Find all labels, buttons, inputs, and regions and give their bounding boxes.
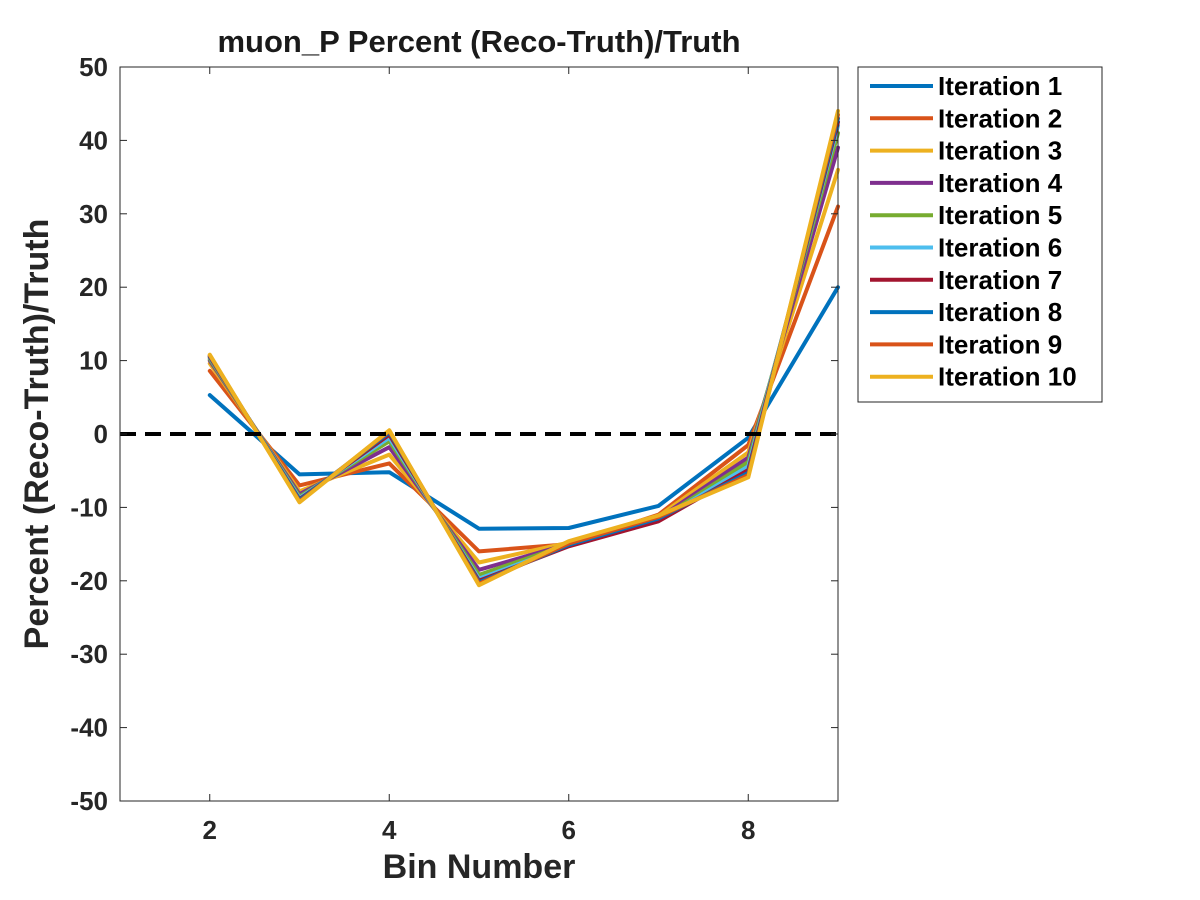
y-tick-label: -50 <box>70 786 108 816</box>
y-tick-label: 10 <box>79 346 108 376</box>
y-tick-label: -30 <box>70 639 108 669</box>
tick-layer: -50 -40 -30 -20 -10 0 10 20 30 40 50 2 4 6 8 <box>70 52 838 845</box>
y-tick-label: 50 <box>79 52 108 82</box>
y-tick-label: -40 <box>70 713 108 743</box>
series-line-iteration-10 <box>207 109 840 588</box>
chart-title: muon_P Percent (Reco-Truth)/Truth <box>217 24 740 59</box>
x-tick-label: 2 <box>203 815 217 845</box>
series-line-iteration-1 <box>207 285 840 531</box>
y-tick-label: -10 <box>70 492 108 522</box>
x-tick-label: 8 <box>741 815 755 845</box>
series-layer <box>207 109 840 588</box>
y-tick-label: 40 <box>79 125 108 155</box>
legend-label: Iteration 3 <box>938 136 1062 166</box>
legend-label: Iteration 8 <box>938 297 1062 327</box>
series-line-iteration-2 <box>207 204 840 554</box>
legend-label: Iteration 6 <box>938 233 1062 263</box>
x-tick-label: 4 <box>382 815 397 845</box>
y-axis-label: Percent (Reco-Truth)/Truth <box>18 219 56 650</box>
x-tick-label: 6 <box>562 815 576 845</box>
y-tick-label: 20 <box>79 272 108 302</box>
y-tick-label: 0 <box>94 419 108 449</box>
x-axis-label: Bin Number <box>383 848 576 886</box>
legend-label: Iteration 4 <box>938 168 1063 198</box>
y-tick-label: -20 <box>70 566 108 596</box>
legend-label: Iteration 7 <box>938 265 1062 295</box>
legend-label: Iteration 2 <box>938 103 1062 133</box>
legend-label: Iteration 9 <box>938 329 1062 359</box>
y-tick-label: 30 <box>79 199 108 229</box>
legend-label: Iteration 10 <box>938 362 1077 392</box>
legend-label: Iteration 5 <box>938 200 1062 230</box>
legend-label: Iteration 1 <box>938 71 1062 101</box>
